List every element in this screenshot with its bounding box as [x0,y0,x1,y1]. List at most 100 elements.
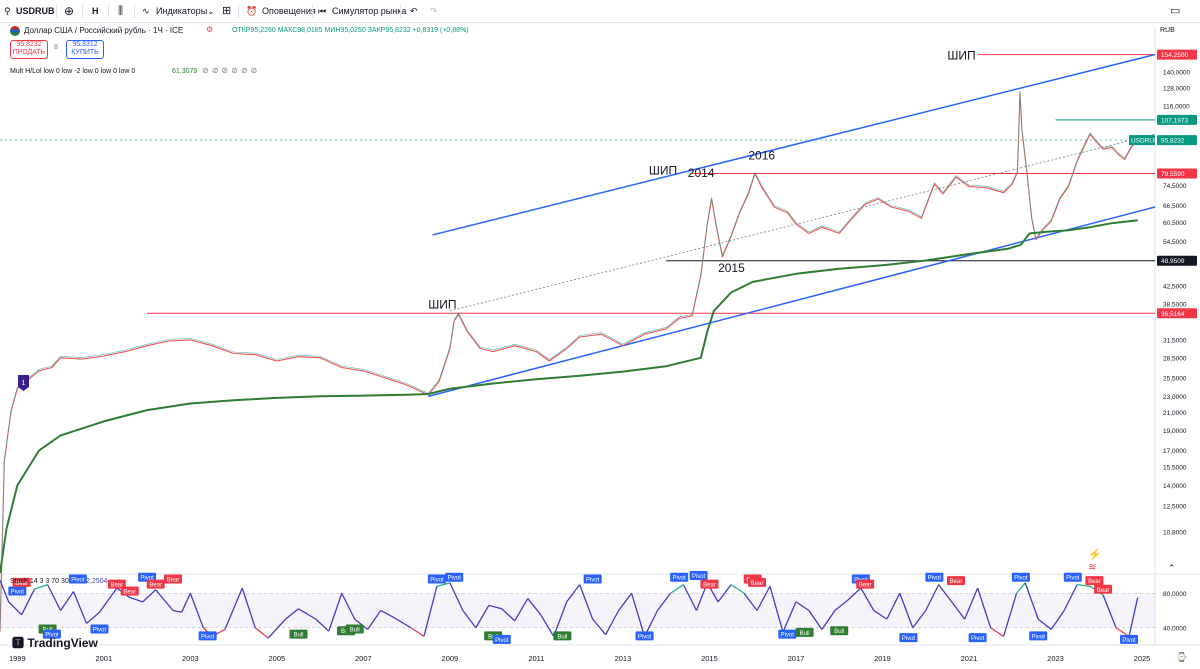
oscillator-marker-label: Bull [800,631,810,637]
oscillator-segment [605,610,620,635]
oscillator-segment [60,591,75,611]
oscillator-marker-box [492,634,511,644]
oscillator-marker-label: Pivot [928,576,942,582]
chart-annotation: ШИП [649,164,677,178]
oscillator-segment [172,609,182,613]
oscillator-marker-box [90,624,109,634]
oscillator-segment [449,582,464,611]
oscillator-segment [756,586,771,611]
oscillator-segment [670,584,684,594]
indicators-button[interactable]: Индикаторы [156,6,208,16]
undo-icon[interactable]: ↶ [410,6,418,16]
x-tick-label: 2013 [615,654,632,663]
currency-label[interactable]: RUB [1160,27,1175,34]
oscillator-marker-label: Bear [1088,579,1101,585]
y-tick-label: 128,0000 [1163,86,1190,93]
oscillator-segment [977,587,992,628]
compare-add-icon[interactable]: ⊕ [64,4,75,18]
chart-annotation: 2016 [748,148,775,162]
indicators-dropdown-icon[interactable]: ⌄ [207,6,215,16]
interval-button[interactable]: H [92,6,99,16]
oscillator-marker-box [1063,572,1082,582]
oscillator-segment [834,599,849,612]
oscillator-segment [475,604,490,629]
redo-icon[interactable]: ↷ [430,6,438,16]
oscillator-segment [964,587,979,620]
oscillator-segment [241,587,256,628]
oscillator-marker-label: Pivot [93,627,107,633]
oscillator-marker-label: Bear [110,583,123,589]
indicators-icon[interactable]: ∿ [142,6,150,16]
indicator-legend-value: 61,3079 [172,68,198,75]
oscillator-marker-label: Pivot [140,576,154,582]
alert-clock-icon[interactable]: ⏰ [246,6,258,16]
tv-logo-icon: 🆃 [12,636,25,650]
replay-button[interactable]: Симулятор рынка [332,6,407,16]
x-tick-label: 2021 [961,654,978,663]
chart-annotation: 2014 [688,166,715,180]
oscillator-segment [579,584,594,620]
toolbar-divider [82,4,83,18]
price-chart[interactable]: 154,2500140,0000128,0000116,0000107,1973… [0,22,1200,669]
oscillator-marker-box [670,572,689,582]
oscillator-marker-label: Bear [950,579,963,585]
symbol-name[interactable]: USDRUB [16,6,55,16]
y-tick-label: 74,5000 [1163,183,1187,190]
oscillator-segment [553,601,568,637]
oscillator-segment [1102,594,1117,628]
oscillator-segment [657,592,672,611]
oscillator-marker-label: Pivot [672,576,686,582]
sell-button[interactable]: 95,8232 ПРОДАТЬ [10,40,48,59]
y-tick-label: 140,0000 [1163,69,1190,76]
x-tick-label: 2019 [874,654,891,663]
alerts-button[interactable]: Оповещения [262,6,316,16]
oscillator-segment [47,584,62,611]
toolbar-divider [134,4,135,18]
buy-button[interactable]: 95,8312 КУПИТЬ [66,40,104,59]
oscillator-segment [990,627,1004,637]
legend-settings-icon[interactable]: ⚙ [206,25,214,34]
oscillator-segment [951,601,966,620]
chart-annotation: ШИП [947,49,975,63]
oscillator-marker-box [107,579,126,589]
oscillator-marker-label: Bear [859,583,872,589]
price-tag-box [1157,114,1197,125]
price-tag-label: 107,1973 [1161,117,1188,124]
oscillator-marker-box [138,572,157,582]
timezone-icon[interactable]: ⌚ [1176,652,1188,662]
oscillator-marker-label: Bear [1097,588,1110,594]
oscillator-marker-label: Pivot [1014,576,1028,582]
oscillator-segment [795,601,810,612]
oscillator-segment [0,580,10,603]
lightning-icon[interactable]: ⚡ [1088,549,1102,561]
fullscreen-icon[interactable]: ▭ [1170,5,1181,17]
oscillator-segment [769,586,784,633]
oscillator-marker-label: Pivot [638,634,652,640]
chart-type-icon[interactable]: ⫼ [118,5,124,17]
oscillator-segment [354,618,369,630]
oscillator-segment [72,591,88,624]
sell-label: ПРОДАТЬ [12,49,46,56]
y-tick-label: 54,5000 [1163,239,1187,246]
y-tick-label: 28,5000 [1163,355,1187,362]
oscillator-marker-box [583,574,602,584]
replay-icon[interactable]: ⏮ [318,6,327,16]
osc-tick-label: 80,0000 [1163,591,1187,598]
oscillator-segment [618,592,633,611]
oscillator-marker-label: Bear [15,581,28,587]
oscillator-segment [514,598,529,622]
oscillator-segment [488,604,502,610]
oscillator-marker-label: Bear [167,577,180,583]
oscillator-marker-label: Bear [149,583,162,589]
layout-grid-icon[interactable]: ⊞ [222,5,232,17]
oscillator-segment [1077,583,1091,587]
y-tick-label: 38,5000 [1163,301,1187,308]
y-tick-label: 21,0000 [1163,410,1187,417]
oscillator-segment [630,593,646,637]
oscillator-marker-box [146,579,165,589]
oscillator-segment [1050,610,1065,630]
toolbar-divider [312,4,313,18]
indicator-controls-icon[interactable]: ⊘⊘⊘⊘⊘⊘ [202,66,261,75]
symbol-search-icon[interactable]: ⚲ [4,6,11,16]
collapse-pane-icon[interactable]: ⌃ [1168,563,1176,573]
